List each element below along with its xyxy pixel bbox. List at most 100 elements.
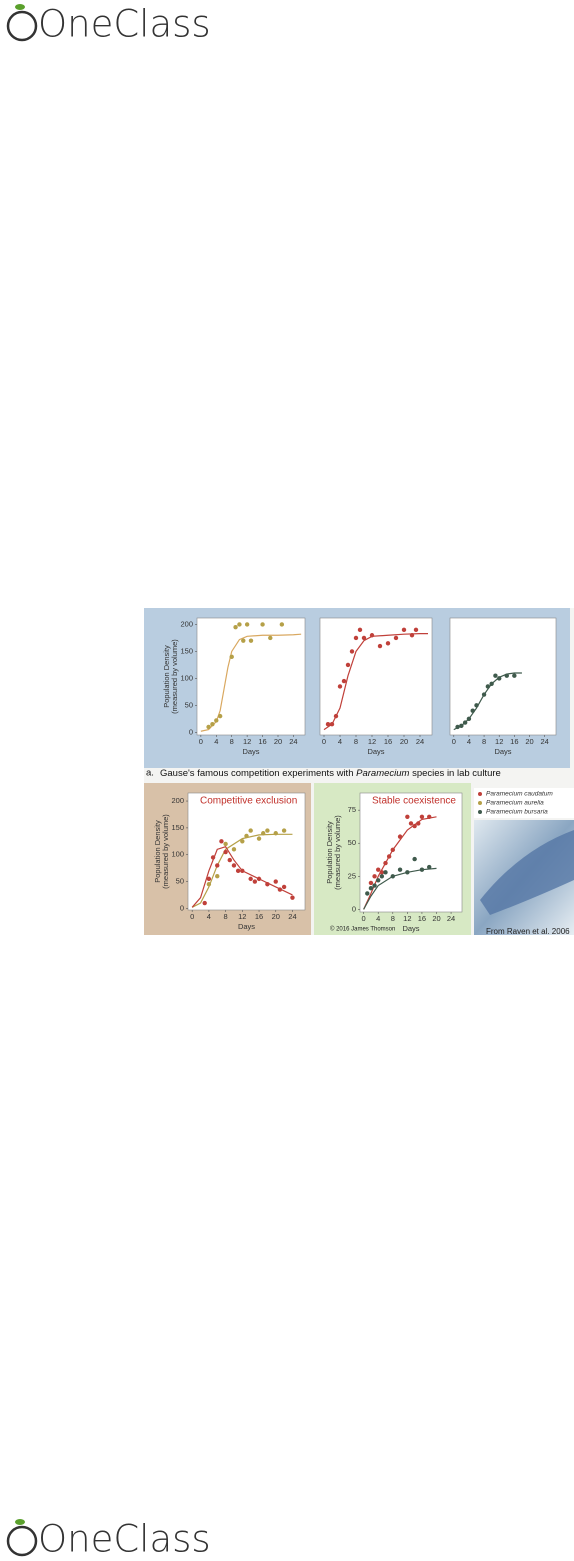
data-point [217, 713, 223, 719]
y-axis-label: Population Density [153, 820, 162, 883]
data-point [210, 855, 216, 860]
data-point [240, 868, 245, 874]
data-point [474, 703, 479, 708]
x-tick-label: 16 [384, 737, 392, 746]
x-tick-label: 4 [376, 914, 380, 923]
data-point [390, 847, 395, 853]
data-point [361, 635, 367, 641]
data-point [504, 673, 509, 678]
data-point [369, 633, 375, 638]
data-point [419, 814, 425, 819]
logo-leaf [15, 1519, 25, 1525]
data-point [279, 622, 285, 627]
data-point [397, 834, 403, 839]
data-point [240, 839, 245, 844]
legend-box [474, 788, 574, 818]
data-point [248, 828, 253, 833]
data-point [379, 870, 385, 875]
data-point [265, 882, 270, 887]
data-point [345, 662, 351, 668]
y-tick-label: 50 [185, 700, 193, 709]
data-point [223, 849, 228, 855]
copyright: © 2016 James Thomson [330, 926, 395, 933]
data-point [368, 880, 374, 886]
x-tick-label: 16 [258, 737, 266, 746]
y-axis-label: Population Density [162, 645, 171, 708]
data-point [481, 692, 487, 697]
data-point [349, 649, 355, 654]
data-point [277, 887, 283, 892]
data-point [215, 863, 220, 868]
data-point [261, 831, 266, 836]
y-tick-label: 0 [189, 727, 193, 736]
x-tick-label: 16 [418, 914, 426, 923]
data-point [427, 864, 432, 870]
data-point [412, 856, 417, 862]
data-point [227, 857, 232, 863]
data-point [376, 867, 381, 872]
x-tick-label: 12 [368, 737, 376, 746]
data-point [244, 833, 249, 839]
logo-text: OneClass [38, 1518, 211, 1561]
data-point [265, 828, 270, 833]
data-point [512, 673, 517, 678]
data-point [337, 684, 343, 689]
x-tick-label: 24 [288, 912, 296, 921]
x-tick-label: 24 [416, 737, 424, 746]
data-point [386, 854, 392, 859]
x-tick-label: 16 [255, 912, 263, 921]
data-point [470, 708, 475, 713]
x-tick-label: 20 [272, 912, 280, 921]
legend-swatch [478, 792, 482, 796]
header-logo: OneClass [6, 3, 211, 46]
x-tick-label: 4 [214, 737, 218, 746]
legend-label: Paramecium aurelia [486, 800, 544, 807]
data-point [206, 882, 212, 887]
panel-title: Competitive exclusion [200, 796, 297, 807]
caption-part: Gause's famous competition experiments w… [160, 768, 356, 779]
data-point [383, 860, 388, 866]
data-point [365, 891, 370, 896]
legend-swatch [478, 801, 482, 805]
x-tick-label: 20 [525, 737, 533, 746]
legend-swatch [478, 810, 482, 814]
data-point [235, 868, 241, 874]
data-point [325, 722, 331, 727]
data-point [408, 821, 414, 826]
x-tick-label: 24 [447, 914, 455, 923]
data-point [409, 633, 415, 638]
logo-text: OneClass [38, 3, 211, 46]
data-point [210, 722, 215, 727]
data-point [281, 884, 287, 890]
data-point [412, 823, 417, 829]
data-point [248, 876, 253, 882]
legend-label: Paramecium caudatum [486, 791, 553, 798]
y-axis-label: (measured by volume) [170, 639, 179, 714]
data-point [329, 722, 335, 727]
plot-area [319, 617, 433, 736]
fit-line [191, 833, 293, 908]
x-tick-label: 4 [467, 737, 471, 746]
data-point [229, 654, 234, 660]
y-tick-label: 50 [176, 877, 184, 886]
data-point [233, 624, 238, 630]
y-axis-label: (measured by volume) [333, 815, 342, 890]
x-tick-label: 24 [540, 737, 548, 746]
y-tick-label: 150 [180, 646, 193, 655]
y-tick-label: 200 [171, 796, 184, 805]
data-point [497, 676, 502, 681]
data-point [202, 900, 207, 906]
fit-line [323, 633, 428, 731]
x-tick-label: 0 [322, 737, 326, 746]
data-point [237, 622, 242, 627]
x-tick-label: 8 [391, 914, 395, 923]
x-tick-label: 0 [452, 737, 456, 746]
x-tick-label: 4 [207, 912, 211, 921]
data-point [405, 870, 410, 875]
data-point [379, 874, 385, 879]
data-point [215, 873, 220, 879]
data-point [206, 876, 212, 882]
data-point [206, 724, 211, 730]
plot-area [449, 617, 557, 736]
